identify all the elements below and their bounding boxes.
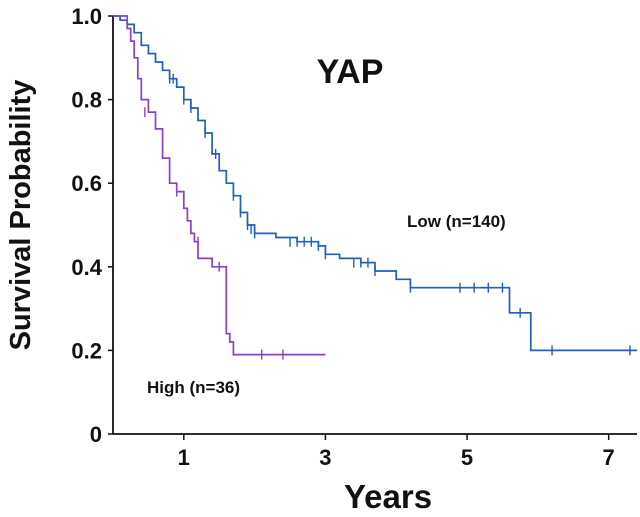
x-tick-label: 1 xyxy=(178,445,190,470)
y-tick-label: 1.0 xyxy=(71,4,102,29)
x-tick-label: 7 xyxy=(603,445,615,470)
y-axis-title: Survival Probability xyxy=(5,80,37,351)
axis-ticks: 1 3 5 7 0 0.2 0.4 0.6 0.8 1.0 xyxy=(71,4,614,470)
high-group-label: High (n=36) xyxy=(147,378,240,397)
y-tick-label: 0.4 xyxy=(71,255,102,280)
x-axis-title: Years xyxy=(344,478,432,515)
series-line-low xyxy=(113,15,637,352)
low-group-label: Low (n=140) xyxy=(407,212,506,231)
series-layer xyxy=(113,15,637,360)
y-tick-label: 0.6 xyxy=(71,171,102,196)
y-tick-label: 0.8 xyxy=(71,88,102,113)
y-tick-label: 0.2 xyxy=(71,338,102,363)
x-tick-label: 5 xyxy=(461,445,473,470)
chart-title: YAP xyxy=(317,53,384,91)
x-tick-label: 3 xyxy=(319,445,331,470)
series-line-high xyxy=(113,15,326,356)
y-tick-label: 0 xyxy=(90,422,102,447)
chart-axes xyxy=(112,16,637,435)
